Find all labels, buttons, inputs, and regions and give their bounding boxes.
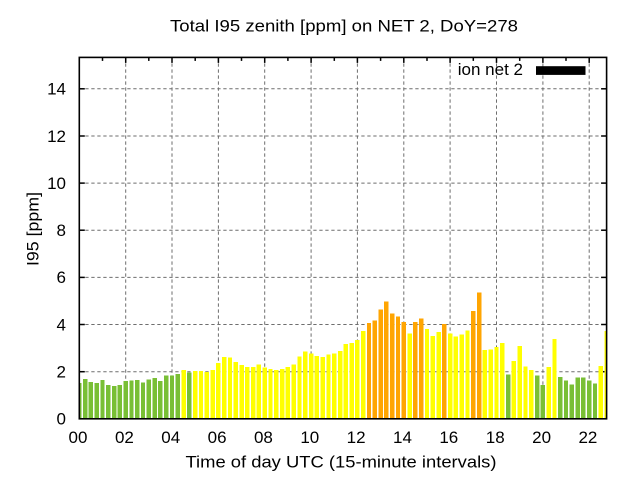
svg-text:0: 0 — [57, 410, 66, 429]
svg-text:10: 10 — [47, 174, 66, 193]
svg-text:00: 00 — [69, 428, 88, 447]
svg-text:ion net 2: ion net 2 — [458, 60, 523, 79]
svg-text:2: 2 — [57, 363, 66, 382]
svg-text:20: 20 — [532, 428, 551, 447]
svg-text:22: 22 — [578, 428, 597, 447]
svg-text:14: 14 — [393, 428, 412, 447]
svg-text:18: 18 — [486, 428, 505, 447]
svg-text:Total I95 zenith [ppm] on NET: Total I95 zenith [ppm] on NET 2, DoY=278 — [170, 16, 518, 35]
svg-text:08: 08 — [254, 428, 273, 447]
svg-text:6: 6 — [57, 268, 66, 287]
svg-text:Time of day UTC (15-minute int: Time of day UTC (15-minute intervals) — [186, 453, 497, 472]
svg-text:12: 12 — [47, 127, 66, 146]
svg-text:06: 06 — [208, 428, 227, 447]
svg-text:16: 16 — [439, 428, 458, 447]
svg-text:I95 [ppm]: I95 [ppm] — [24, 192, 43, 266]
svg-text:8: 8 — [57, 221, 66, 240]
svg-text:04: 04 — [161, 428, 180, 447]
svg-text:14: 14 — [47, 80, 66, 99]
svg-text:12: 12 — [347, 428, 366, 447]
svg-text:02: 02 — [115, 428, 134, 447]
svg-text:4: 4 — [57, 315, 66, 334]
svg-text:10: 10 — [300, 428, 319, 447]
